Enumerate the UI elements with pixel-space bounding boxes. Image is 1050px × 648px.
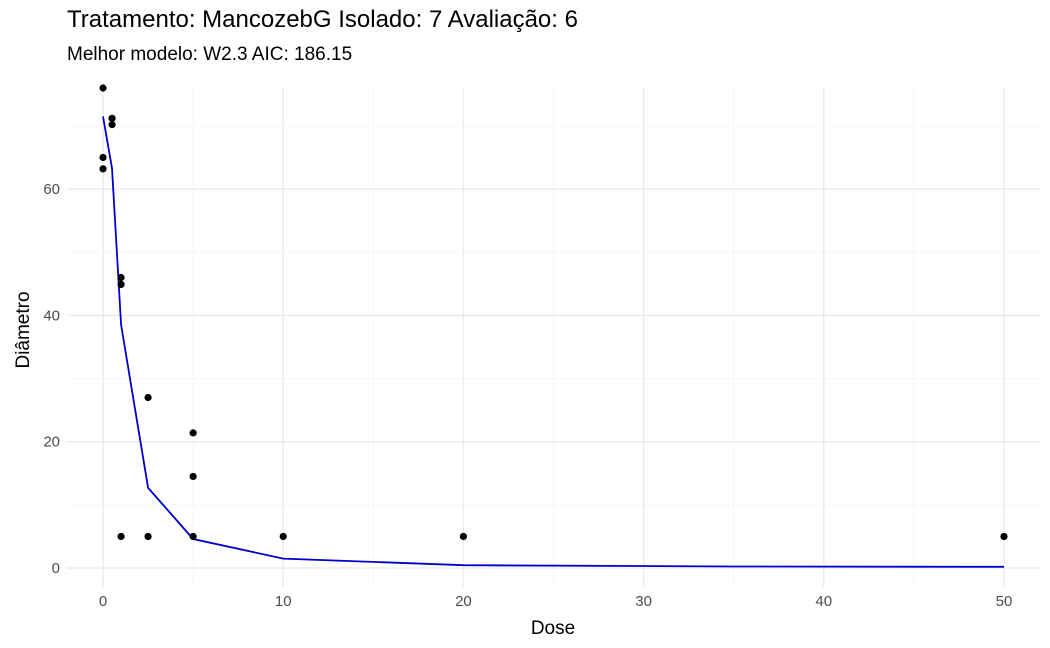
data-point — [99, 165, 107, 173]
data-point — [99, 153, 107, 162]
data-point — [144, 532, 152, 541]
x-tick-label: 40 — [815, 593, 832, 610]
x-tick-label: 10 — [275, 593, 292, 610]
y-axis-title: Diâmetro — [13, 291, 34, 368]
data-point — [189, 429, 197, 437]
data-point — [459, 532, 468, 541]
tick-labels: 0 10 20 30 40 50 0 20 40 60 — [43, 181, 1012, 610]
x-axis-title: Dose — [531, 618, 575, 639]
points-layer — [99, 84, 1008, 541]
x-tick-label: 30 — [635, 593, 652, 610]
data-point — [108, 114, 116, 122]
chart-title: Tratamento: MancozebG Isolado: 7 Avaliaç… — [67, 6, 578, 33]
data-point — [99, 84, 107, 92]
data-point — [144, 393, 152, 402]
y-tick-label: 0 — [52, 560, 60, 577]
data-point — [117, 532, 125, 541]
data-point — [1000, 532, 1008, 541]
y-tick-label: 20 — [43, 434, 60, 451]
data-point — [117, 280, 125, 289]
data-point — [189, 472, 197, 481]
x-tick-label: 0 — [99, 593, 107, 610]
x-tick-label: 20 — [455, 593, 472, 610]
data-point — [117, 273, 125, 282]
data-point — [108, 121, 116, 129]
chart-subtitle: Melhor modelo: W2.3 AIC: 186.15 — [67, 44, 353, 65]
grid — [67, 88, 1040, 587]
data-point — [189, 532, 197, 541]
y-tick-label: 60 — [43, 181, 60, 198]
x-tick-label: 50 — [996, 593, 1013, 610]
data-point — [279, 532, 287, 541]
y-tick-label: 40 — [43, 307, 60, 324]
